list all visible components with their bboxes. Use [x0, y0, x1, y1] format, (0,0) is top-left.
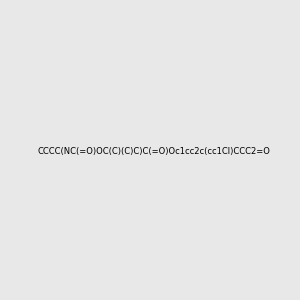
Text: CCCC(NC(=O)OC(C)(C)C)C(=O)Oc1cc2c(cc1Cl)CCC2=O: CCCC(NC(=O)OC(C)(C)C)C(=O)Oc1cc2c(cc1Cl)…	[37, 147, 270, 156]
